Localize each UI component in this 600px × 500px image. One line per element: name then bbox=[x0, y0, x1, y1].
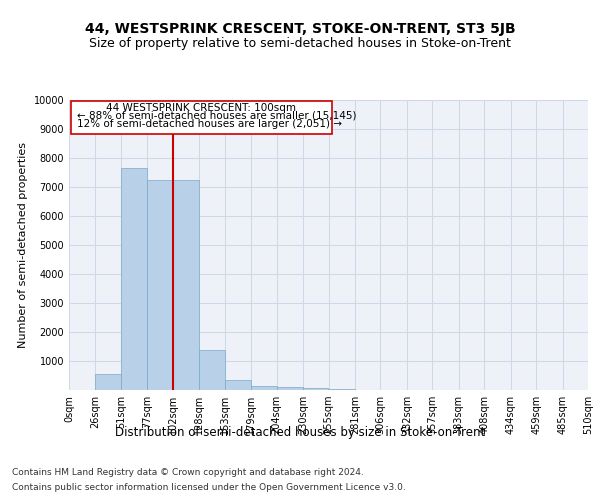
Text: ← 88% of semi-detached houses are smaller (15,145): ← 88% of semi-detached houses are smalle… bbox=[77, 110, 356, 120]
Bar bbox=[251, 386, 277, 390]
Text: 44, WESTSPRINK CRESCENT, STOKE-ON-TRENT, ST3 5JB: 44, WESTSPRINK CRESCENT, STOKE-ON-TRENT,… bbox=[85, 22, 515, 36]
Bar bbox=[121, 168, 148, 390]
Text: 44 WESTSPRINK CRESCENT: 100sqm: 44 WESTSPRINK CRESCENT: 100sqm bbox=[106, 103, 296, 113]
Text: 12% of semi-detached houses are larger (2,051) →: 12% of semi-detached houses are larger (… bbox=[77, 118, 342, 128]
Y-axis label: Number of semi-detached properties: Number of semi-detached properties bbox=[18, 142, 28, 348]
Bar bbox=[329, 389, 355, 390]
Bar bbox=[303, 388, 329, 390]
Bar bbox=[224, 380, 251, 390]
Text: Distribution of semi-detached houses by size in Stoke-on-Trent: Distribution of semi-detached houses by … bbox=[115, 426, 485, 439]
Bar bbox=[95, 374, 121, 390]
Text: Size of property relative to semi-detached houses in Stoke-on-Trent: Size of property relative to semi-detach… bbox=[89, 38, 511, 51]
Text: Contains public sector information licensed under the Open Government Licence v3: Contains public sector information licen… bbox=[12, 483, 406, 492]
Bar bbox=[148, 180, 173, 390]
Bar bbox=[277, 387, 303, 390]
Bar bbox=[199, 350, 224, 390]
Text: Contains HM Land Registry data © Crown copyright and database right 2024.: Contains HM Land Registry data © Crown c… bbox=[12, 468, 364, 477]
Bar bbox=[173, 180, 199, 390]
FancyBboxPatch shape bbox=[71, 100, 332, 134]
